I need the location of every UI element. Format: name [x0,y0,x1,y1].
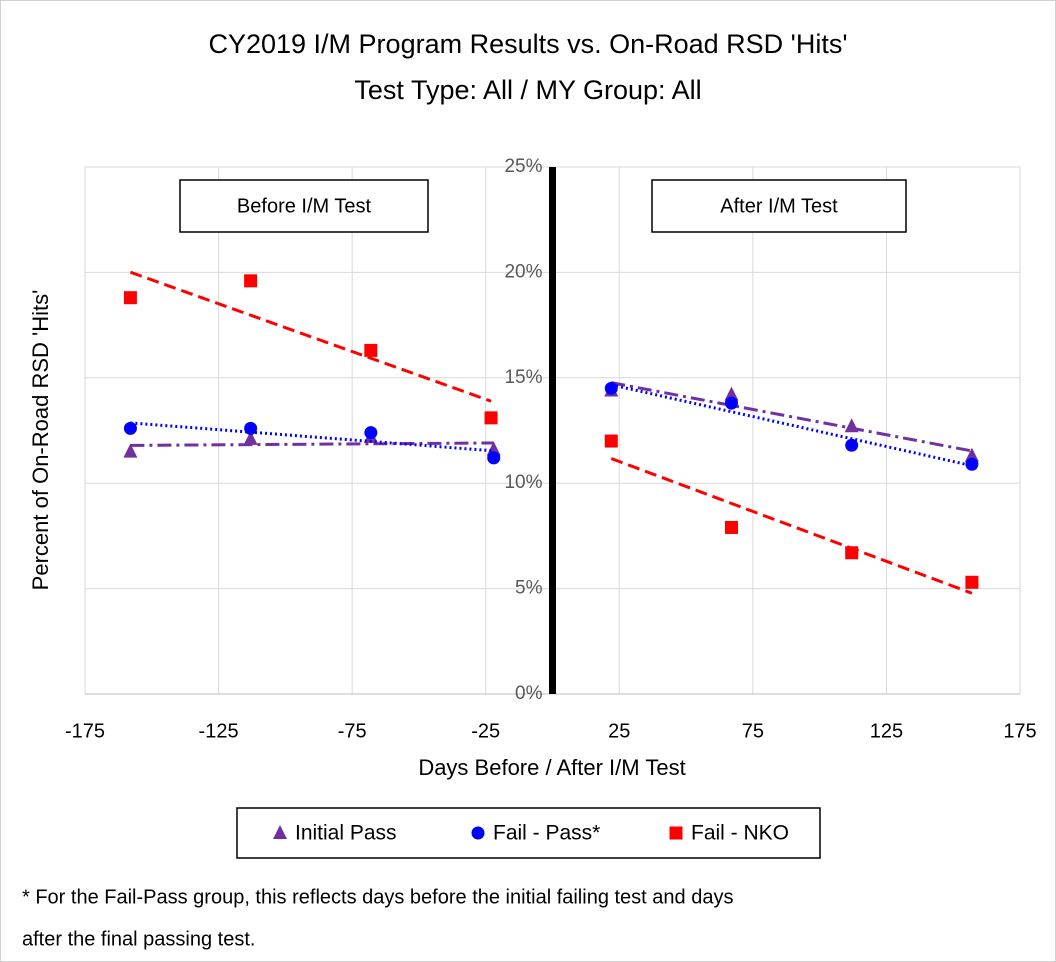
plot-area [84,166,1021,695]
marker [965,457,979,471]
footnote: * For the Fail-Pass group, this reflects… [22,886,733,908]
x-tick-label: 25 [608,720,630,742]
x-axis-title: Days Before / After I/M Test [418,755,685,780]
footnote: after the final passing test. [22,928,255,950]
y-tick-label: 20% [504,261,542,282]
x-tick-label: -75 [338,720,367,742]
annotation: After I/M Test [720,195,838,217]
legend-box [236,807,821,859]
trendline [610,383,973,468]
x-tick-label: 175 [1003,720,1036,742]
marker [364,343,378,357]
marker [724,520,738,534]
chart-subtitle: Test Type: All / MY Group: All [354,75,701,105]
chart-title: CY2019 I/M Program Results vs. On-Road R… [208,29,847,59]
marker [123,291,137,305]
x-tick-label: 75 [742,720,764,742]
marker [724,386,739,401]
marker [487,451,501,465]
marker [244,421,258,435]
x-tick-label: -125 [199,720,239,742]
annotation: Before I/M Test [237,195,372,217]
legend-label: Initial Pass [295,822,397,845]
marker [724,396,738,410]
trendline [130,441,494,447]
marker [965,575,979,589]
y-tick-label: 25% [504,156,542,177]
annotation-box [651,179,907,233]
x-tick-label: -25 [471,720,500,742]
marker [964,447,979,462]
x-tick-label: -175 [65,720,105,742]
marker [123,443,138,458]
y-axis-title: Percent of On-Road RSD 'Hits' [28,290,53,591]
y-tick-label: 15% [504,367,542,388]
marker [845,438,859,452]
y-tick-label: 10% [504,472,542,493]
marker [484,411,498,425]
marker [845,546,859,560]
legend-label: Fail - Pass* [493,822,600,845]
legend-marker [669,826,683,840]
annotation-box [179,179,429,233]
y-tick-label: 0% [515,683,543,704]
trendline [129,270,492,403]
marker [844,418,859,433]
marker [123,421,137,435]
legend-marker [471,826,485,840]
trendline [610,457,973,595]
marker [604,381,618,395]
marker [243,430,258,445]
y-tick-label: 5% [515,578,543,599]
legend-marker [273,825,287,839]
trendline [130,421,494,453]
trendline [610,381,973,453]
x-tick-label: 125 [870,720,903,742]
marker [244,274,258,288]
marker [364,426,378,440]
legend-label: Fail - NKO [691,822,789,845]
marker [604,434,618,448]
